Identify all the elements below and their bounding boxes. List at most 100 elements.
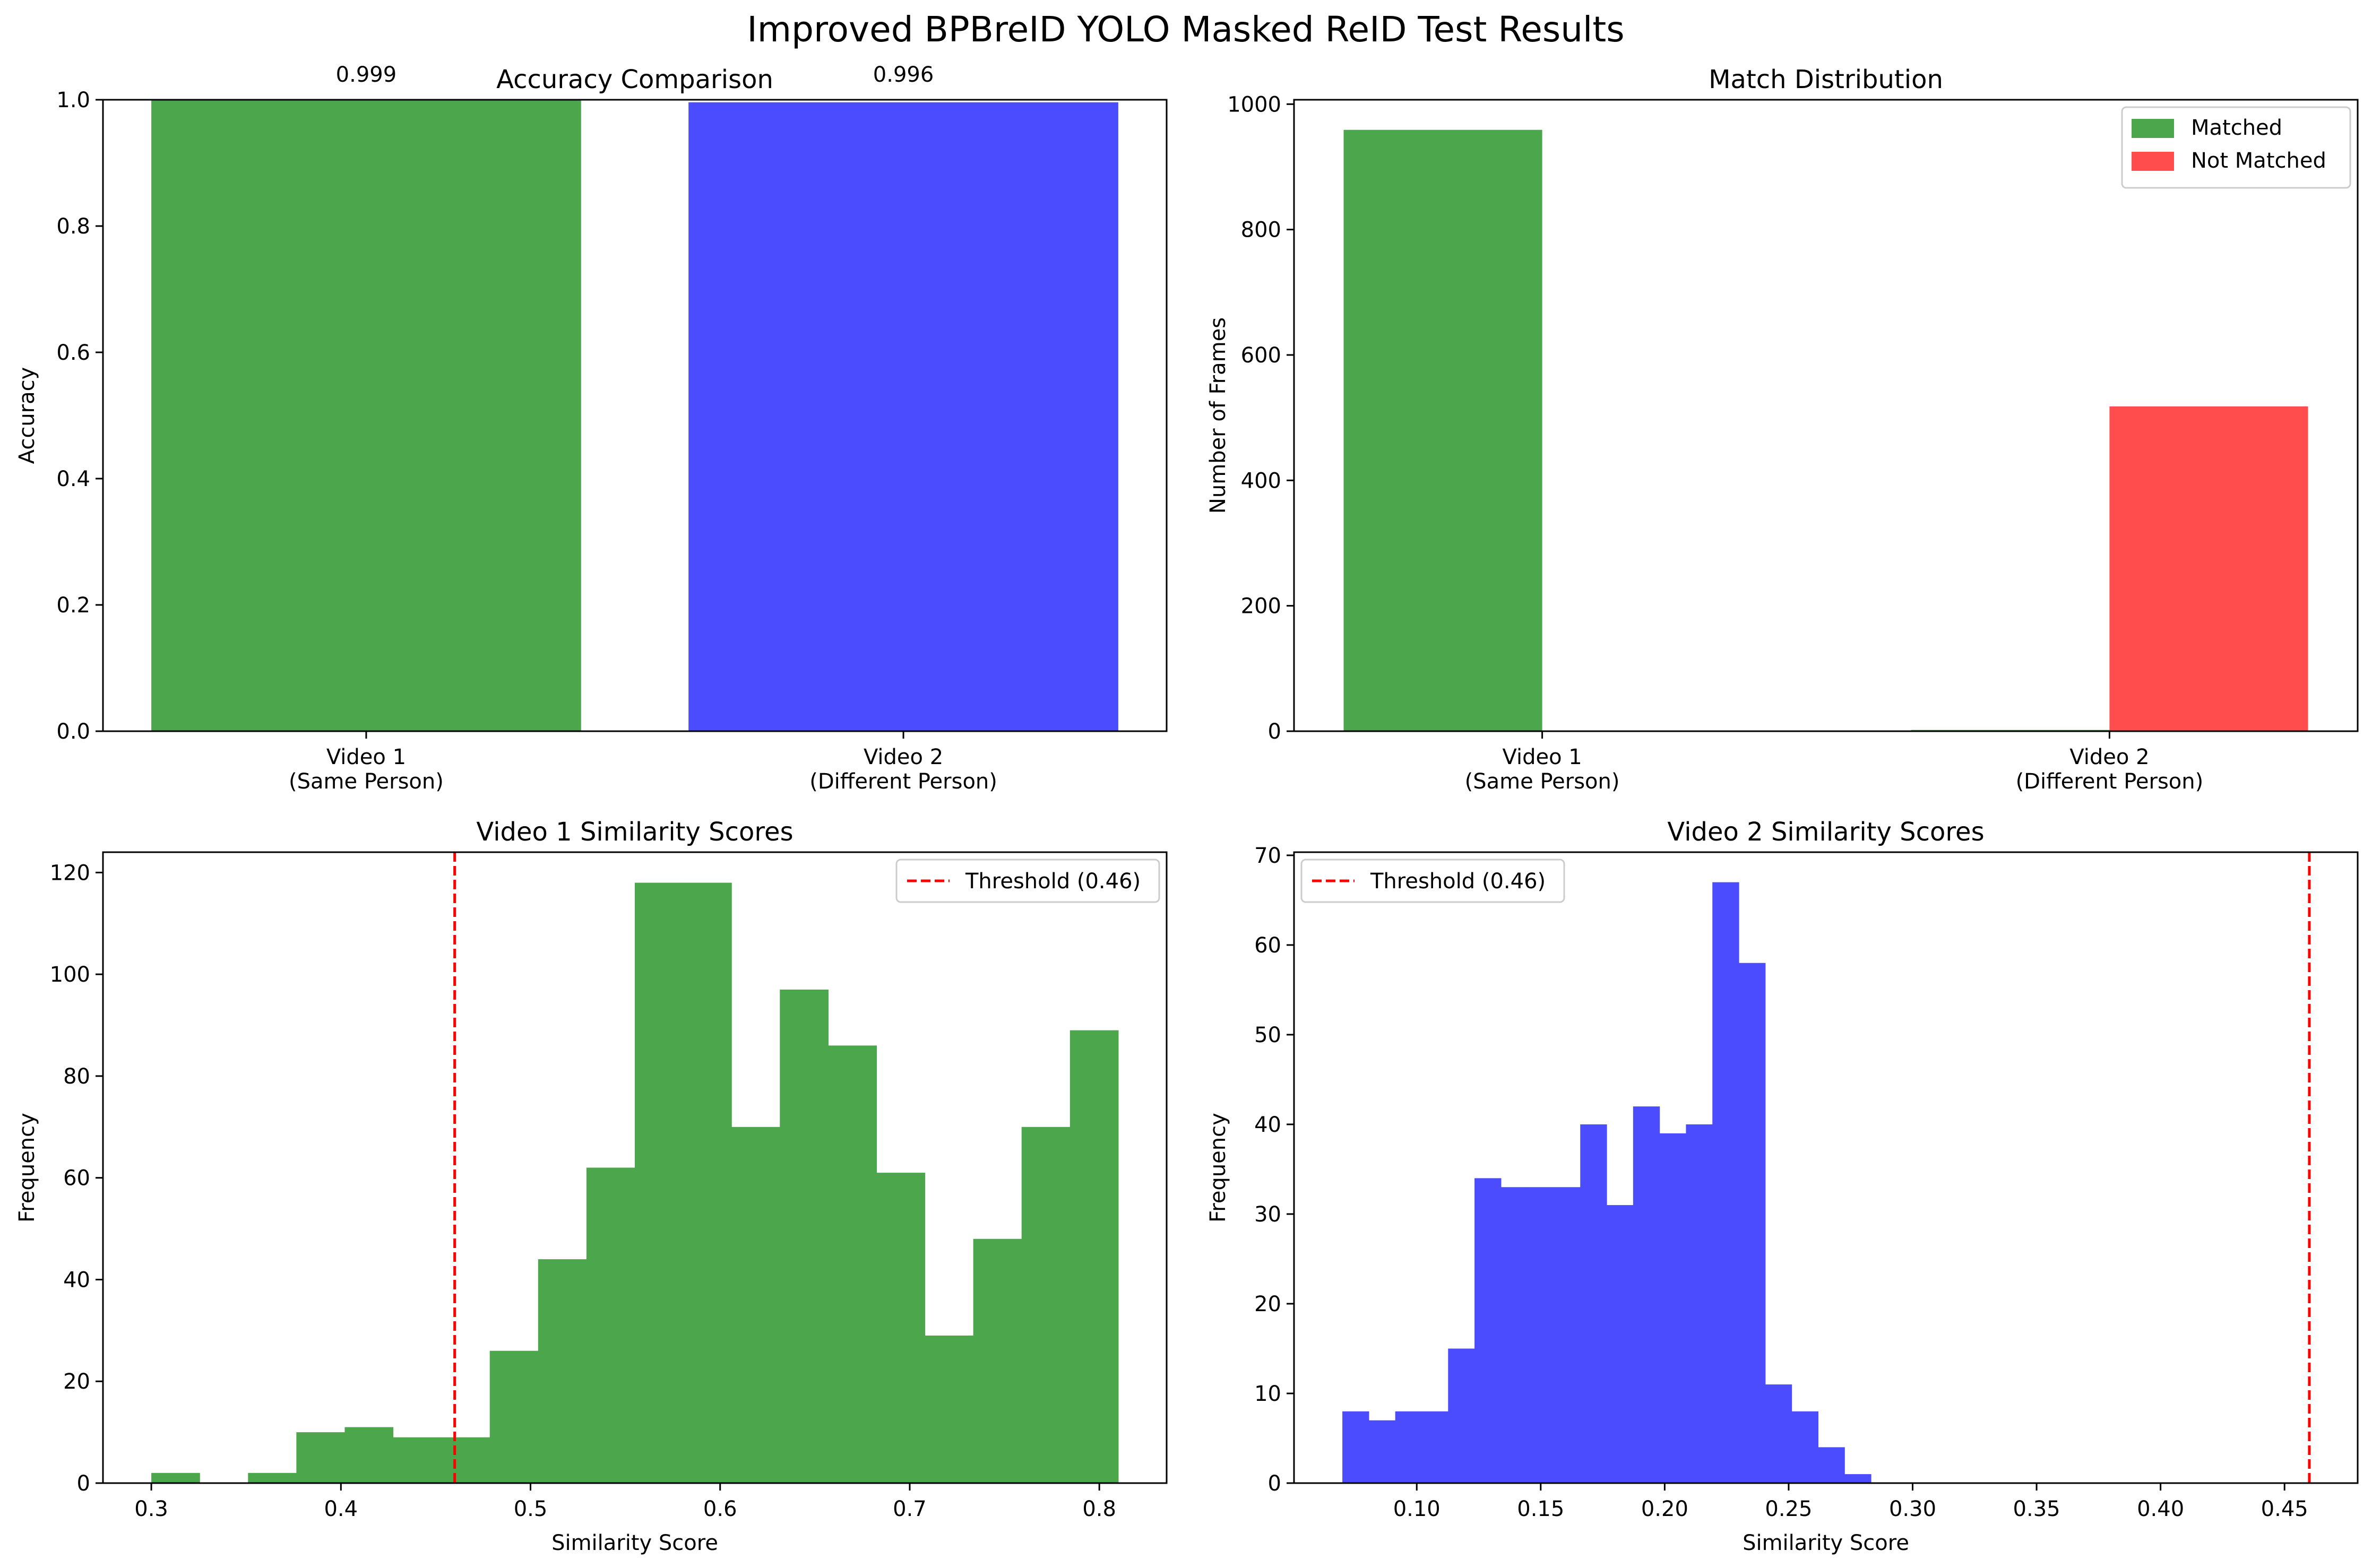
x-tick-label: 0.6 <box>703 1497 737 1521</box>
histogram-bar <box>1765 1384 1792 1483</box>
bar-value-label: 0.999 <box>336 63 397 87</box>
histogram-bar <box>876 1173 926 1483</box>
y-tick-label: 70 <box>1254 844 1281 868</box>
y-tick-label: 200 <box>1241 594 1281 619</box>
histogram-bar <box>1448 1348 1475 1483</box>
legend-label: Threshold (0.46) <box>1370 869 1546 894</box>
histogram-bar <box>248 1472 297 1483</box>
bar <box>688 102 1118 731</box>
y-tick-label: 1.0 <box>56 88 90 112</box>
axes-frame <box>1293 99 2359 732</box>
x-tick-label: 0.5 <box>514 1497 548 1521</box>
x-axis-label: Similarity Score <box>1743 1531 1909 1555</box>
histogram-bar <box>151 1472 200 1483</box>
histogram-bar <box>1607 1205 1634 1483</box>
histogram-bar <box>344 1427 394 1483</box>
y-tick-label: 0.8 <box>56 214 90 239</box>
y-tick-label: 80 <box>63 1064 90 1089</box>
y-tick-label: 0 <box>1268 1471 1281 1496</box>
y-axis-label: Frequency <box>1206 1113 1230 1223</box>
legend-label: Threshold (0.46) <box>965 869 1141 894</box>
histogram-bar <box>1069 1030 1119 1483</box>
histogram-bar <box>635 882 684 1483</box>
x-tick-label: 0.3 <box>134 1497 168 1521</box>
y-tick-label: 40 <box>63 1268 90 1292</box>
x-tick-label: 0.7 <box>893 1497 927 1521</box>
y-tick-label: 20 <box>1254 1292 1281 1316</box>
histogram-bar <box>973 1238 1022 1483</box>
histogram-bar <box>441 1437 490 1483</box>
histogram-bar <box>780 989 829 1483</box>
figure-title: Improved BPBreID YOLO Masked ReID Test R… <box>747 9 1624 50</box>
accuracy-comparison-chart: 0.999 0.996 Video 1 (Same Person) Video 2 (Di… <box>15 63 1168 794</box>
x-axis-label: Similarity Score <box>551 1531 718 1555</box>
x-tick-label: 0.35 <box>2013 1497 2060 1521</box>
legend-frame <box>2121 106 2351 189</box>
histogram-bar <box>296 1432 346 1483</box>
histogram-bar <box>489 1350 539 1483</box>
chart-title: Match Distribution <box>1709 65 1943 94</box>
x-tick-label: Video 1 (Same Person) <box>1465 745 1620 794</box>
y-tick-label: 0.2 <box>56 593 90 618</box>
histogram-bar <box>586 1167 635 1483</box>
y-tick-label: 0 <box>1268 720 1281 744</box>
histogram-bar <box>1739 963 1766 1483</box>
legend-label: Not Matched <box>2191 149 2326 173</box>
legend: Threshold (0.46) <box>1300 859 1565 903</box>
histogram-bar <box>538 1259 587 1483</box>
histogram-bar <box>1659 1133 1687 1483</box>
y-tick-label: 120 <box>50 861 90 885</box>
legend-swatch <box>2132 152 2174 171</box>
histogram-bar <box>1554 1187 1581 1483</box>
histogram-bar <box>1395 1411 1422 1483</box>
legend-frame <box>895 859 1160 903</box>
histogram-bar <box>1633 1106 1660 1483</box>
y-tick-label: 40 <box>1254 1113 1281 1137</box>
histogram-bar <box>1712 882 1739 1483</box>
histogram-bar <box>1368 1420 1396 1483</box>
y-tick-label: 20 <box>63 1370 90 1394</box>
chart-title: Video 2 Similarity Scores <box>1667 817 1984 847</box>
x-tick-label: 0.45 <box>2261 1497 2308 1521</box>
chart-title: Accuracy Comparison <box>496 65 773 94</box>
x-tick-label: 0.15 <box>1517 1497 1564 1521</box>
histogram-bar <box>1474 1178 1502 1483</box>
histogram-bar <box>1021 1127 1071 1483</box>
histogram-bar <box>1818 1447 1845 1483</box>
histogram-bar <box>1791 1411 1819 1483</box>
chart-title: Video 1 Similarity Scores <box>476 817 793 847</box>
histogram-bar <box>1500 1187 1528 1483</box>
bar-value-label: 0.996 <box>873 63 934 87</box>
y-tick-label: 10 <box>1254 1382 1281 1406</box>
x-tick-label: 0.4 <box>324 1497 358 1521</box>
histogram-bar <box>1421 1411 1448 1483</box>
legend: Matched Not Matched <box>2121 106 2351 189</box>
x-tick-label: 0.40 <box>2137 1497 2184 1521</box>
x-tick-label: Video 2 (Different Person) <box>2016 745 2204 794</box>
histogram-bar <box>925 1335 974 1483</box>
bar-matched <box>1343 129 1542 732</box>
axes-frame <box>102 99 1168 732</box>
video1-similarity-histogram: 0.3 0.4 0.5 0.6 0.7 0.8 0 20 40 60 80 100 120 Frequen… <box>15 817 1168 1555</box>
y-tick-label: 1000 <box>1227 92 1281 117</box>
histogram-bar <box>1580 1124 1607 1483</box>
y-axis-label: Accuracy <box>15 367 39 464</box>
legend-frame <box>1300 859 1565 903</box>
x-tick-label: 0.30 <box>1889 1497 1936 1521</box>
x-tick-label: Video 1 (Same Person) <box>289 745 444 794</box>
y-tick-label: 30 <box>1254 1202 1281 1227</box>
histogram-bar <box>1342 1411 1369 1483</box>
histogram-bar <box>828 1045 877 1483</box>
y-axis-label: Frequency <box>15 1113 39 1223</box>
x-tick-label: Video 2 (Different Person) <box>809 745 997 794</box>
y-tick-label: 600 <box>1241 343 1281 368</box>
histogram-bar <box>1686 1124 1713 1483</box>
y-axis-label: Number of Frames <box>1206 317 1230 514</box>
y-tick-label: 60 <box>63 1166 90 1191</box>
match-distribution-chart: Video 1 (Same Person) Video 2 (Different Pe… <box>1206 65 2359 794</box>
histogram-bar <box>731 1127 780 1483</box>
y-tick-label: 0.6 <box>56 341 90 365</box>
y-tick-label: 0.4 <box>56 467 90 491</box>
y-tick-label: 0.0 <box>56 720 90 744</box>
